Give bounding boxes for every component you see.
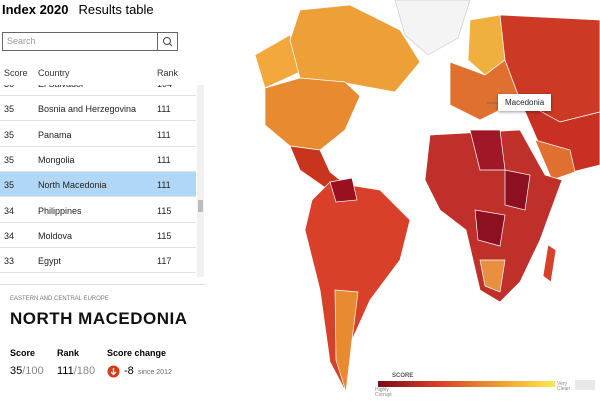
column-header: Rank [157,68,179,78]
legend-no-data [575,380,595,390]
rank-value: 111 [57,365,74,377]
rank-cell: 111 [157,129,171,140]
rank-cell: 115 [157,230,172,241]
country-cell: Panama [38,129,72,140]
countries [254,0,600,394]
score-cell: 35 [4,129,15,140]
column-header: Country [38,68,70,78]
score-cell: 34 [4,230,15,241]
country-name: NORTH MACEDONIA [10,309,188,328]
scrollbar[interactable] [197,85,204,277]
title: Index 2020 [2,2,69,17]
rank-cell: 111 [157,104,171,115]
rank-cell: 104 [157,85,172,89]
legend-gradient [378,381,555,387]
table-row[interactable]: 36 El Salvador 104 [0,85,196,96]
column-header: Score [4,68,28,78]
legend-title: SCORE [392,373,413,379]
rank-cell: 117 [157,256,172,267]
results-table: 36 El Salvador 104 35 Bosnia and Herzegovina… [0,85,196,277]
country-cell: Philippines [38,205,82,216]
score-of: /100 [22,365,44,377]
subtitle: Results table [78,2,154,17]
search-box[interactable]: Search [2,32,178,51]
region: EASTERN AND CENTRAL EUROPE [10,296,109,302]
rank-label: Rank [57,348,80,358]
score-value: 35 [10,365,23,377]
rank: 111/180 [57,365,95,377]
country-cell: Egypt [38,256,62,267]
score-cell: 36 [4,85,14,89]
score: 35/100 [10,365,44,377]
table-row[interactable]: 35 North Macedonia 111 [0,172,196,198]
country-cell: El Salvador [38,85,84,89]
table-row[interactable]: 34 Moldova 115 [0,223,196,248]
search-button[interactable] [157,33,177,50]
rank-cell: 111 [157,180,171,191]
change-label: Score change [107,348,167,358]
score-cell: 35 [4,180,15,191]
change-value: -8 [124,365,134,377]
country-cell: North Macedonia [38,180,107,191]
header: Index 2020 Results table [2,2,154,17]
rank-cell: 115 [157,205,172,216]
legend-low: Highly Corrupt [375,387,392,398]
table-row[interactable]: 35 Bosnia and Herzegovina 111 [0,96,196,122]
scroll-thumb[interactable] [198,200,203,212]
country-cell: Mongolia [38,154,75,165]
score-label: Score [10,348,36,358]
rank-cell: 111 [157,154,171,165]
score-cell: 35 [4,104,15,115]
table-row[interactable]: 35 Mongolia 111 [0,147,196,172]
results-panel: Index 2020 Results table Search Score Cou… [0,0,205,400]
rank-of: /180 [73,365,96,377]
score-cell: 33 [4,256,15,267]
country-detail: EASTERN AND CENTRAL EUROPE NORTH MACEDON… [0,284,205,401]
score-cell: 35 [4,154,15,165]
score-cell: 34 [4,205,15,216]
table-row[interactable]: 33 Egypt 117 [0,248,196,274]
table-row[interactable]: 34 Philippines 115 [0,198,196,223]
search-placeholder: Search [7,36,36,46]
table-row[interactable]: 35 Panama 111 [0,122,196,147]
change-since: since 2012 [138,369,172,376]
tooltip: Macedonia [498,94,552,111]
country-cell: Moldova [38,230,73,241]
down-icon [107,365,120,378]
country-cell: Bosnia and Herzegovina [38,104,137,115]
legend-high: Very Clean [557,381,571,392]
